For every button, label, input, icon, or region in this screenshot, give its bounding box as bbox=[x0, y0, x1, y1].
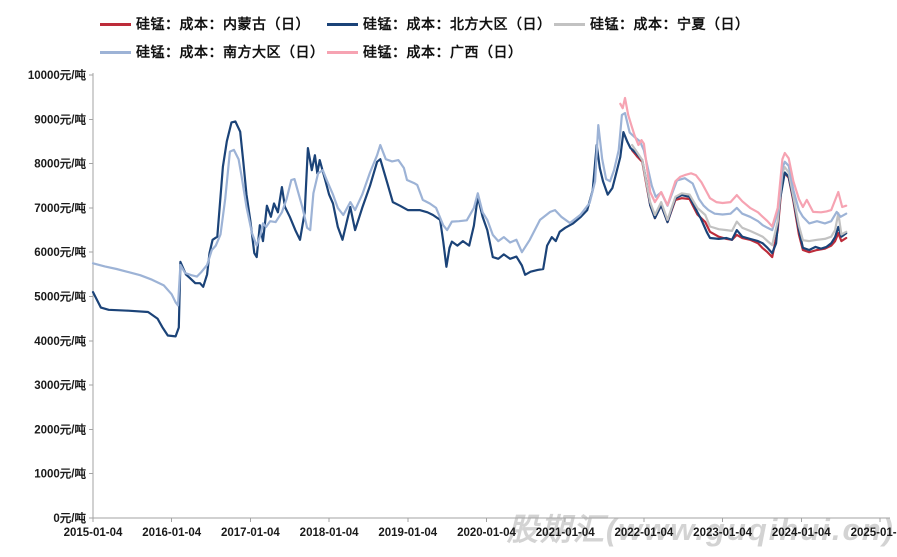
series-line-beifang bbox=[91, 120, 848, 338]
legend-line-swatch bbox=[100, 50, 131, 54]
legend-line-swatch bbox=[554, 22, 585, 26]
series-line-guangxi bbox=[619, 96, 848, 228]
y-tick-label: 0元/吨 bbox=[53, 511, 86, 525]
legend-item-nanfang[interactable]: 硅锰：成本：南方大区（日） bbox=[100, 42, 327, 62]
x-tick-label: 2019-01-04 bbox=[378, 527, 437, 539]
y-tick-label: 2000元/吨 bbox=[34, 422, 86, 436]
y-tick-label: 8000元/吨 bbox=[34, 157, 86, 171]
series-line-nanfang bbox=[91, 111, 848, 307]
legend-label: 硅锰：成本：广西（日） bbox=[363, 44, 523, 60]
x-tick-label: 2015-01-04 bbox=[64, 527, 123, 539]
y-tick-label: 7000元/吨 bbox=[34, 201, 86, 215]
legend-label: 硅锰：成本：南方大区（日） bbox=[136, 44, 325, 60]
y-tick-label: 6000元/吨 bbox=[34, 245, 86, 259]
legend-item-beifang[interactable]: 硅锰：成本：北方大区（日） bbox=[327, 14, 554, 34]
legend-row: 硅锰：成本：内蒙古（日） 硅锰：成本：北方大区（日） 硅锰：成本：宁夏（日） bbox=[100, 10, 750, 38]
x-tick-label: 2018-01-04 bbox=[300, 527, 359, 539]
legend-label: 硅锰：成本：北方大区（日） bbox=[363, 16, 552, 32]
legend-row: 硅锰：成本：南方大区（日） 硅锰：成本：广西（日） bbox=[100, 38, 750, 66]
y-tick-label: 9000元/吨 bbox=[34, 112, 86, 126]
legend-label: 硅锰：成本：宁夏（日） bbox=[590, 16, 750, 32]
y-tick-label: 4000元/吨 bbox=[34, 334, 86, 348]
legend-item-neimenggu[interactable]: 硅锰：成本：内蒙古（日） bbox=[100, 14, 327, 34]
legend-line-swatch bbox=[100, 22, 131, 26]
legend-line-swatch bbox=[327, 50, 358, 54]
series-line-neimenggu bbox=[630, 149, 848, 259]
y-tick-label: 1000元/吨 bbox=[34, 467, 86, 481]
y-tick-label: 3000元/吨 bbox=[34, 378, 86, 392]
legend-item-guangxi[interactable]: 硅锰：成本：广西（日） bbox=[327, 42, 523, 62]
legend-label: 硅锰：成本：内蒙古（日） bbox=[136, 16, 310, 32]
x-tick-label: 2016-01-04 bbox=[142, 527, 201, 539]
y-tick-label: 5000元/吨 bbox=[34, 290, 86, 304]
series-line-ningxia bbox=[630, 143, 848, 247]
legend: 硅锰：成本：内蒙古（日） 硅锰：成本：北方大区（日） 硅锰：成本：宁夏（日） 硅锰：成… bbox=[100, 10, 750, 66]
watermark: 股期汇(www.guqihui.cn) bbox=[506, 512, 895, 547]
legend-item-ningxia[interactable]: 硅锰：成本：宁夏（日） bbox=[554, 14, 750, 34]
y-tick-label: 10000元/吨 bbox=[28, 68, 87, 82]
legend-line-swatch bbox=[327, 22, 358, 26]
x-tick-label: 2017-01-04 bbox=[221, 527, 280, 539]
